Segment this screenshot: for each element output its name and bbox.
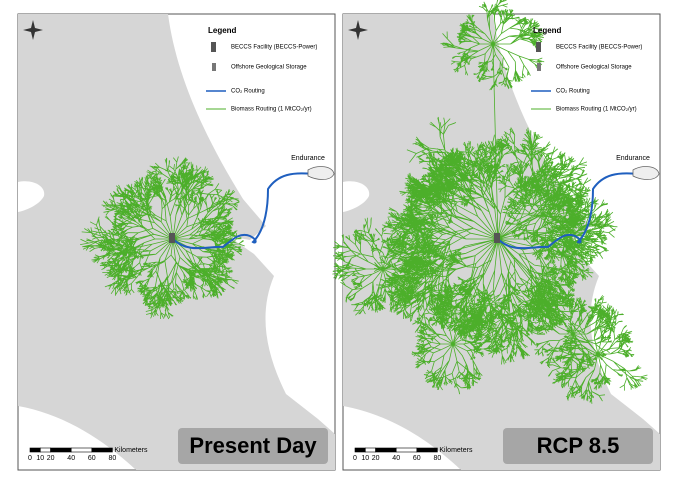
scale-segment: [354, 447, 366, 453]
inlet: [343, 181, 370, 212]
scale-label: 20: [47, 455, 55, 462]
biomass-routing: [332, 0, 648, 404]
legend-item: BECCS Facility (BECCS-Power): [231, 45, 317, 51]
scale-segment: [70, 447, 93, 453]
legend-symbol: [536, 42, 541, 52]
legend-title: Legend: [533, 26, 562, 35]
legend-item: Biomass Routing (1 MtCO₂/yr): [231, 107, 312, 113]
scale-label: 40: [67, 455, 75, 462]
scale-segment: [395, 447, 418, 453]
scale-segment: [364, 447, 376, 453]
scale-label: 10: [36, 455, 44, 462]
co2-routing: [497, 172, 639, 250]
scale-segment: [91, 447, 113, 453]
legend-item: Offshore Geological Storage: [556, 65, 632, 71]
legend-item: CO₂ Routing: [231, 89, 265, 95]
storage-label: Endurance: [616, 155, 650, 162]
map-panel: Endurance Legend BECCS Facility (BECCS-Pow…: [17, 13, 336, 471]
panel-label: RCP 8.5: [537, 433, 620, 458]
beccs-facility: [494, 233, 500, 243]
storage-site: [307, 166, 335, 180]
legend-title: Legend: [208, 26, 237, 35]
scale-label: 0: [353, 455, 357, 462]
panel-label-box: [178, 428, 328, 464]
scale-segment: [416, 447, 438, 453]
panel-label: Present Day: [189, 433, 317, 458]
scale-unit: Kilometers: [439, 447, 473, 454]
legend-symbol: [212, 63, 216, 71]
beccs-facility: [169, 233, 175, 243]
inlet: [18, 181, 45, 212]
legend-item: Biomass Routing (1 MtCO₂/yr): [556, 107, 637, 113]
legend-item: BECCS Facility (BECCS-Power): [556, 45, 642, 51]
legend-item: Offshore Geological Storage: [231, 65, 307, 71]
biomass-routing: [80, 156, 245, 320]
scale-label: 80: [434, 455, 442, 462]
legend-symbol: [537, 63, 541, 71]
co2-routing: [172, 172, 314, 250]
scale-label: 80: [109, 455, 117, 462]
scale-label: 10: [361, 455, 369, 462]
map-panel: Endurance Legend BECCS Facility (BECCS-Pow…: [332, 0, 661, 471]
scale-label: 40: [392, 455, 400, 462]
panel-label-box: [503, 428, 653, 464]
scale-label: 60: [88, 455, 96, 462]
storage-site: [632, 166, 660, 180]
scale-segment: [29, 447, 41, 453]
storage-label: Endurance: [291, 155, 325, 162]
scale-segment: [50, 447, 72, 453]
scale-label: 20: [372, 455, 380, 462]
scale-segment: [39, 447, 51, 453]
legend-symbol: [211, 42, 216, 52]
compass: [23, 20, 43, 40]
legend-item: CO₂ Routing: [556, 89, 590, 95]
scale-label: 60: [413, 455, 421, 462]
compass: [348, 20, 368, 40]
scale-label: 0: [28, 455, 32, 462]
scale-segment: [375, 447, 397, 453]
scale-unit: Kilometers: [114, 447, 148, 454]
